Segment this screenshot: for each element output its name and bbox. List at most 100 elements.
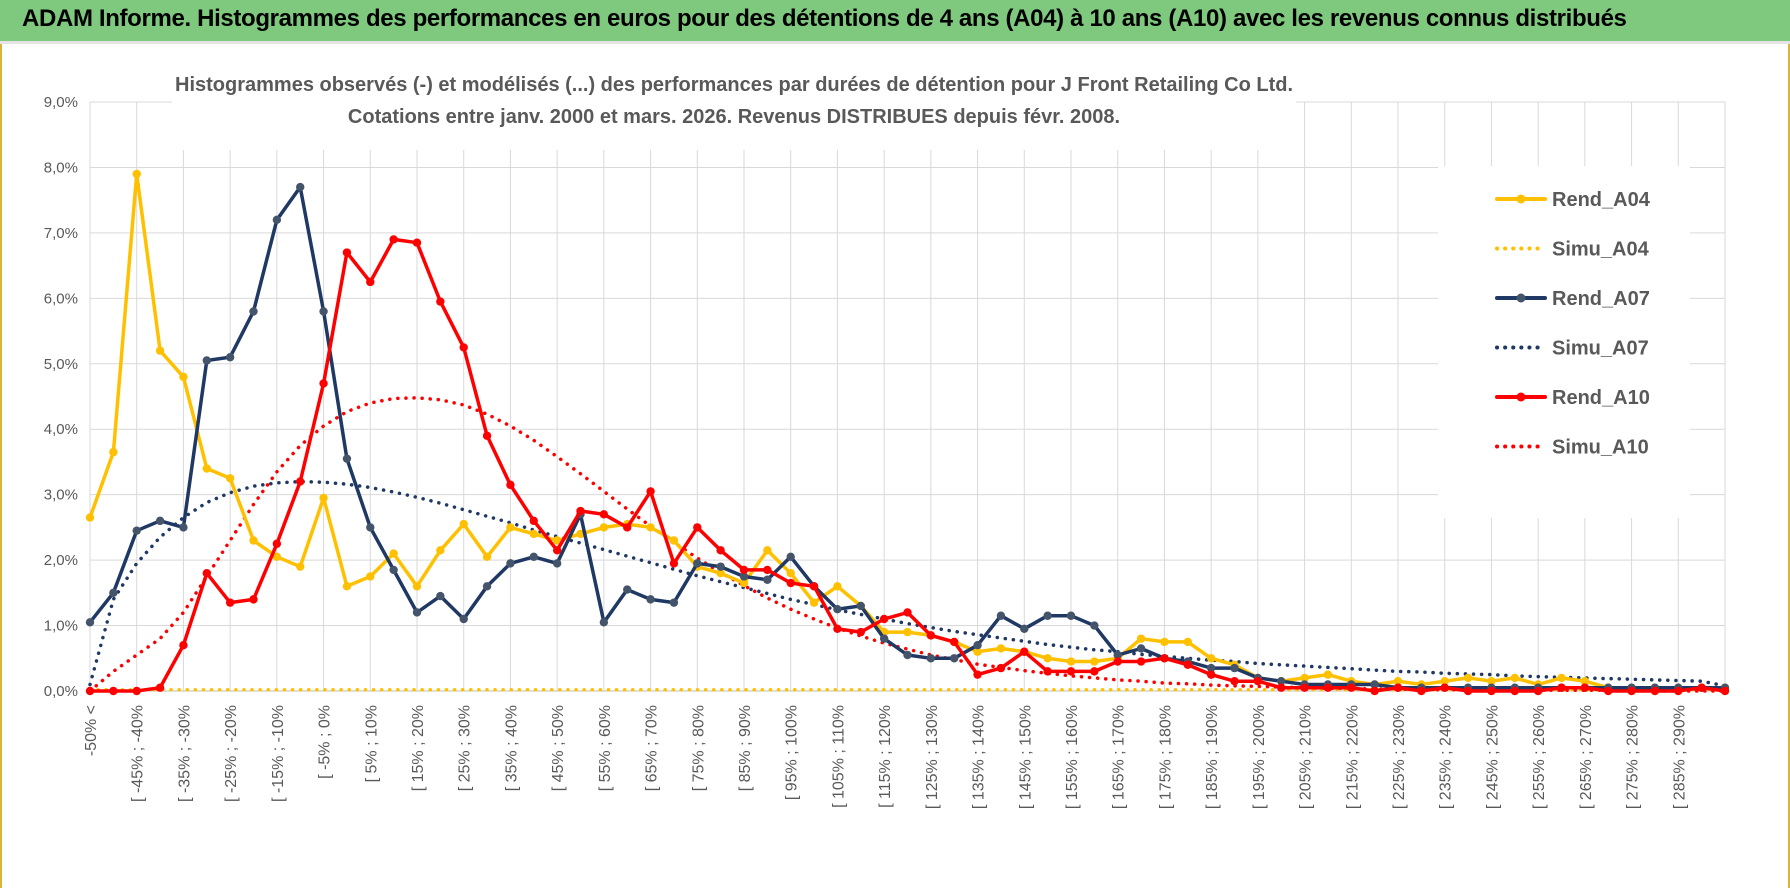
legend-label: Simu_A04 bbox=[1552, 239, 1650, 261]
data-point bbox=[1510, 673, 1519, 683]
x-tick-label: [ 95% ; 100% bbox=[784, 705, 801, 800]
data-point bbox=[1277, 683, 1286, 692]
data-point bbox=[319, 379, 328, 388]
data-point bbox=[926, 654, 936, 663]
data-point bbox=[389, 235, 398, 244]
legend-item-Rend_A10: Rend_A10 bbox=[1495, 387, 1650, 409]
legend-item-Rend_A04: Rend_A04 bbox=[1495, 189, 1651, 211]
data-point bbox=[1557, 673, 1566, 683]
data-point bbox=[1066, 657, 1076, 666]
x-tick-label: [ 65% ; 70% bbox=[644, 705, 661, 791]
x-tick-label: [ 15% ; 20% bbox=[410, 705, 427, 791]
data-point bbox=[1206, 654, 1216, 663]
legend-label: Simu_A10 bbox=[1552, 437, 1649, 459]
data-point bbox=[1463, 686, 1473, 696]
data-point bbox=[529, 552, 538, 562]
data-point bbox=[599, 618, 609, 627]
data-point bbox=[552, 559, 562, 568]
y-tick-label: 7,0% bbox=[44, 225, 78, 242]
data-point bbox=[1043, 654, 1052, 663]
data-point bbox=[1300, 673, 1309, 683]
x-tick-label: [ -15% ; -10% bbox=[270, 705, 287, 802]
data-point bbox=[1206, 670, 1216, 679]
data-point bbox=[1580, 683, 1590, 692]
data-point bbox=[1113, 657, 1122, 666]
data-point bbox=[1393, 676, 1403, 686]
data-point bbox=[1160, 637, 1169, 647]
data-point bbox=[1370, 686, 1379, 696]
y-tick-label: 3,0% bbox=[44, 487, 78, 504]
data-point bbox=[249, 307, 258, 316]
data-point bbox=[272, 552, 282, 562]
legend-item-Simu_A04: Simu_A04 bbox=[1495, 239, 1650, 261]
data-point bbox=[412, 608, 422, 617]
data-point bbox=[1697, 683, 1706, 692]
data-point bbox=[1160, 654, 1169, 663]
data-point bbox=[879, 614, 889, 624]
data-point bbox=[529, 529, 538, 539]
data-point bbox=[903, 650, 912, 660]
data-point bbox=[1347, 683, 1356, 692]
x-tick-label: [ 255% ; 260% bbox=[1531, 705, 1548, 809]
x-tick-label: [ 55% ; 60% bbox=[597, 705, 614, 791]
y-axis-ticks: 0,0% 1,0% 2,0% 3,0% 4,0% 5,0% 6,0% 7,0% 8,0% 9,0% bbox=[44, 94, 78, 700]
legend-item-Rend_A07: Rend_A07 bbox=[1495, 288, 1650, 310]
data-point bbox=[833, 582, 842, 591]
data-point bbox=[809, 582, 819, 591]
data-point bbox=[202, 464, 211, 473]
x-tick-label: [ 85% ; 90% bbox=[737, 705, 754, 791]
data-point bbox=[716, 546, 725, 555]
series-Rend_A10 bbox=[85, 235, 1730, 696]
data-point bbox=[132, 169, 141, 179]
data-point bbox=[1463, 673, 1473, 683]
data-point bbox=[412, 582, 422, 591]
data-point bbox=[389, 565, 398, 575]
data-point bbox=[996, 644, 1006, 653]
data-point bbox=[1113, 650, 1122, 660]
x-tick-label: [ 265% ; 270% bbox=[1578, 705, 1595, 809]
data-point bbox=[1533, 686, 1543, 696]
data-point bbox=[646, 595, 655, 604]
data-point bbox=[763, 565, 772, 575]
x-tick-label: [ 135% ; 140% bbox=[971, 705, 988, 809]
data-point bbox=[109, 588, 118, 598]
y-tick-label: 1,0% bbox=[44, 618, 78, 635]
data-point bbox=[1487, 676, 1496, 686]
data-point bbox=[249, 595, 258, 604]
data-point bbox=[1090, 621, 1099, 630]
report-banner: ADAM Informe. Histogrammes des performan… bbox=[0, 0, 1790, 44]
data-point bbox=[973, 647, 982, 656]
data-point bbox=[1720, 686, 1730, 696]
x-tick-label: [ 205% ; 210% bbox=[1298, 705, 1315, 809]
x-tick-label: [ 155% ; 160% bbox=[1064, 705, 1081, 809]
data-point bbox=[716, 569, 725, 578]
data-point bbox=[225, 474, 235, 483]
data-point bbox=[833, 624, 842, 634]
x-tick-label: [ 105% ; 110% bbox=[830, 705, 847, 808]
legend-label: Rend_A04 bbox=[1552, 189, 1651, 211]
legend-label: Simu_A07 bbox=[1552, 338, 1649, 360]
data-point bbox=[1440, 676, 1449, 686]
data-point bbox=[85, 513, 95, 522]
x-tick-label: [ 195% ; 200% bbox=[1251, 705, 1268, 809]
data-point bbox=[599, 523, 609, 532]
data-point bbox=[436, 297, 445, 306]
data-point bbox=[389, 549, 398, 558]
data-point bbox=[1323, 670, 1333, 679]
data-point bbox=[693, 523, 702, 532]
data-point bbox=[202, 569, 211, 578]
data-point bbox=[1510, 686, 1519, 696]
data-point bbox=[132, 526, 141, 535]
data-point bbox=[155, 346, 165, 355]
data-point bbox=[296, 477, 305, 486]
data-point bbox=[1136, 634, 1146, 643]
data-point bbox=[973, 670, 982, 679]
title-backdrop bbox=[172, 66, 1296, 150]
y-tick-label: 0,0% bbox=[44, 683, 78, 700]
data-point bbox=[1230, 663, 1239, 673]
data-point bbox=[1206, 663, 1216, 673]
data-point bbox=[366, 572, 375, 581]
data-point bbox=[202, 356, 211, 365]
data-point bbox=[1066, 611, 1076, 620]
data-point bbox=[950, 654, 959, 663]
